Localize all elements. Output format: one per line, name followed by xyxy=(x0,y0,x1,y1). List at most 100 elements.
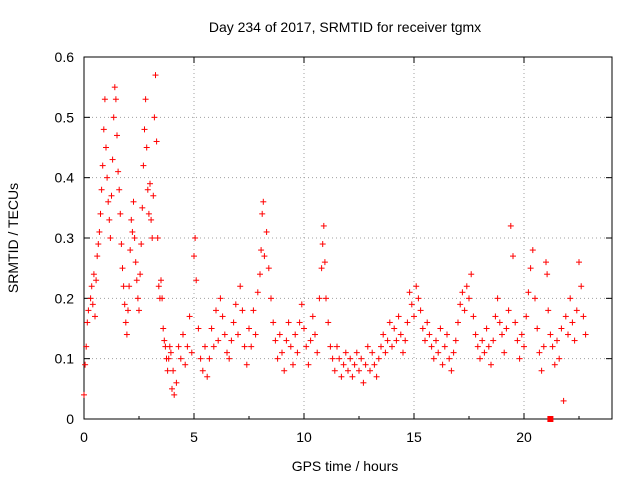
data-point xyxy=(186,313,193,320)
data-point xyxy=(213,307,219,314)
data-point xyxy=(340,361,347,368)
data-point xyxy=(274,355,281,362)
data-point xyxy=(527,265,534,272)
data-point xyxy=(433,337,439,344)
data-point xyxy=(119,265,126,272)
data-point xyxy=(137,271,144,278)
data-point xyxy=(98,186,105,193)
data-point xyxy=(252,331,259,338)
data-point xyxy=(215,337,222,344)
data-point xyxy=(219,313,226,320)
data-point xyxy=(202,343,208,350)
data-point xyxy=(130,198,137,205)
data-points xyxy=(81,72,589,422)
data-point xyxy=(483,325,490,332)
data-point xyxy=(250,307,257,314)
data-point xyxy=(192,235,199,241)
data-point xyxy=(95,241,102,248)
data-point xyxy=(395,313,402,320)
data-point xyxy=(492,313,499,320)
data-point xyxy=(532,295,538,302)
data-point xyxy=(170,367,177,374)
data-point xyxy=(83,343,90,350)
data-point xyxy=(353,349,360,356)
data-point xyxy=(499,331,505,338)
x-tick-label: 20 xyxy=(516,429,532,445)
data-point xyxy=(117,210,124,217)
data-point xyxy=(437,325,444,332)
data-point xyxy=(115,168,122,175)
data-point xyxy=(160,325,167,332)
data-point xyxy=(298,301,305,308)
x-tick-label: 5 xyxy=(190,429,198,445)
data-point xyxy=(153,138,160,145)
square-marker xyxy=(547,416,554,422)
data-point xyxy=(408,301,415,308)
data-point xyxy=(556,355,563,362)
data-point xyxy=(536,349,543,356)
data-point xyxy=(208,325,215,332)
data-point xyxy=(88,283,95,290)
data-point xyxy=(87,295,94,302)
data-point xyxy=(254,289,261,296)
data-point xyxy=(505,307,512,314)
data-point xyxy=(84,319,91,326)
data-point xyxy=(525,289,532,296)
data-point xyxy=(281,367,288,374)
data-point xyxy=(320,222,327,229)
data-point xyxy=(239,307,246,314)
data-point xyxy=(485,343,492,350)
data-point xyxy=(154,235,161,241)
data-point xyxy=(173,379,180,386)
data-point xyxy=(378,343,384,350)
data-point xyxy=(446,355,453,362)
data-point xyxy=(316,295,323,302)
data-point xyxy=(463,283,470,290)
data-point xyxy=(177,355,184,362)
data-point xyxy=(356,367,362,374)
data-point xyxy=(118,241,125,248)
data-point xyxy=(323,295,329,302)
data-point xyxy=(578,283,585,290)
data-point xyxy=(444,331,450,338)
data-point xyxy=(534,325,541,332)
data-point xyxy=(136,307,142,314)
data-point xyxy=(430,355,437,362)
data-point xyxy=(455,319,461,326)
data-point xyxy=(167,349,174,356)
y-tick-label: 0.4 xyxy=(55,170,75,186)
data-point xyxy=(152,72,159,79)
data-point xyxy=(142,96,149,103)
data-point xyxy=(582,331,589,338)
data-point xyxy=(243,361,250,368)
data-point xyxy=(110,114,117,121)
data-point xyxy=(121,301,128,308)
data-point xyxy=(296,319,303,326)
data-point xyxy=(97,210,104,217)
data-point xyxy=(349,373,356,380)
data-point xyxy=(210,343,217,350)
data-point xyxy=(314,349,321,356)
data-point xyxy=(558,325,565,332)
data-point xyxy=(285,319,292,326)
data-point xyxy=(329,355,336,362)
data-point xyxy=(294,349,301,356)
data-point xyxy=(287,343,294,350)
data-point xyxy=(145,210,152,217)
data-point xyxy=(518,331,525,338)
data-point xyxy=(321,259,328,266)
data-point xyxy=(331,367,338,374)
data-point xyxy=(400,349,406,356)
data-point xyxy=(351,361,358,368)
data-point xyxy=(259,210,266,217)
data-point xyxy=(149,235,156,241)
data-point xyxy=(549,343,556,350)
data-point xyxy=(360,379,367,386)
data-point xyxy=(226,355,233,362)
y-tick-label: 0.3 xyxy=(55,230,75,246)
data-point xyxy=(108,192,115,199)
data-point xyxy=(283,337,290,344)
data-point xyxy=(544,271,551,278)
data-point xyxy=(206,355,213,362)
data-point xyxy=(312,331,318,338)
